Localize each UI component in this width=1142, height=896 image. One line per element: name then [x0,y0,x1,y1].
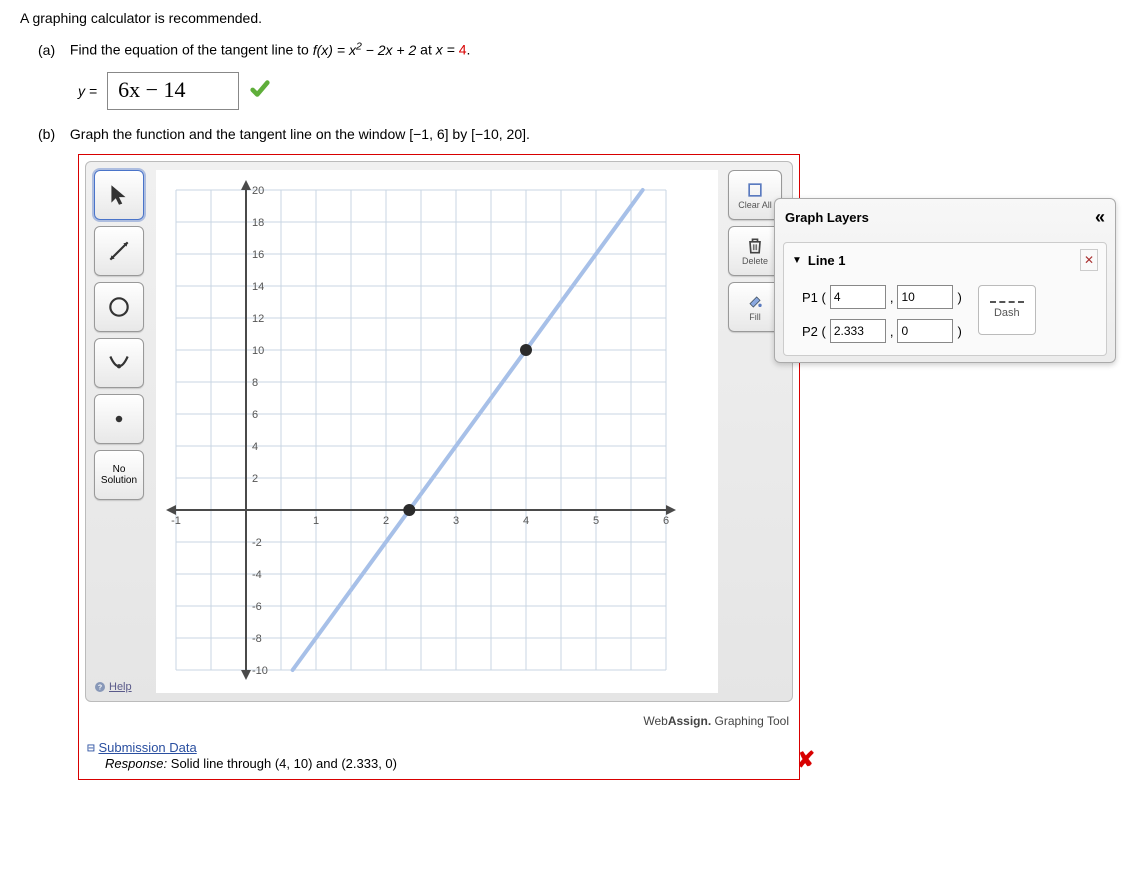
part-b-label: (b) [38,126,66,142]
svg-text:4: 4 [523,515,529,527]
svg-text:6: 6 [663,515,669,527]
svg-text:10: 10 [252,345,264,357]
svg-text:-2: -2 [252,537,262,549]
toggle-icon[interactable]: ⊟ [87,741,95,756]
svg-text:1: 1 [313,515,319,527]
svg-text:5: 5 [593,515,599,527]
answer-input[interactable]: 6x − 14 [107,72,239,110]
part-b-prompt: Graph the function and the tangent line … [70,126,530,142]
pointer-tool[interactable] [94,170,144,220]
p1-row: P1 ( , ) [802,285,962,309]
p1-y-input[interactable] [897,285,953,309]
circle-tool[interactable] [94,282,144,332]
svg-text:-1: -1 [171,515,181,527]
graph-canvas[interactable]: -1123456-10-8-6-4-22468101214161820 [156,170,718,693]
part-a: (a) Find the equation of the tangent lin… [38,40,1122,110]
incorrect-x-icon: ✘ [797,747,815,773]
layer-toggle[interactable]: ▼ Line 1 [792,253,845,268]
part-a-label: (a) [38,42,66,58]
p2-row: P2 ( , ) [802,319,962,343]
dash-style-button[interactable]: Dash [978,285,1036,335]
svg-text:-4: -4 [252,569,262,581]
svg-text:12: 12 [252,313,264,325]
svg-text:20: 20 [252,185,264,197]
svg-text:18: 18 [252,217,264,229]
part-a-prompt: Find the equation of the tangent line to… [70,42,471,58]
graph-layers-panel: Graph Layers « ▼ Line 1 ✕ P1 ( , ) [774,198,1116,363]
brand-footer: WebAssign. Graphing Tool [79,708,799,730]
graph-tool-container: No Solution ? Help -1123456-10-8-6-4-224… [78,154,800,780]
help-link[interactable]: ? Help [94,681,146,693]
layers-title: Graph Layers [785,210,869,225]
tool-column: No Solution ? Help [94,170,146,693]
correct-check-icon [249,78,271,103]
no-solution-button[interactable]: No Solution [94,450,144,500]
y-equals: y = [78,83,97,99]
p2-x-input[interactable] [830,319,886,343]
svg-text:14: 14 [252,281,264,293]
svg-text:6: 6 [252,409,258,421]
svg-text:-8: -8 [252,633,262,645]
p1-x-input[interactable] [830,285,886,309]
parabola-tool[interactable] [94,338,144,388]
svg-text:4: 4 [252,441,258,453]
svg-text:2: 2 [383,515,389,527]
submission-link[interactable]: Submission Data [98,740,196,755]
svg-text:16: 16 [252,249,264,261]
point-tool[interactable] [94,394,144,444]
collapse-icon[interactable]: « [1095,207,1105,228]
layer-close-button[interactable]: ✕ [1080,249,1098,271]
intro-text: A graphing calculator is recommended. [20,10,1122,26]
svg-text:-10: -10 [252,665,268,677]
chevron-down-icon: ▼ [792,255,802,266]
svg-text:-6: -6 [252,601,262,613]
svg-text:3: 3 [453,515,459,527]
svg-text:?: ? [98,684,102,691]
p2-y-input[interactable] [897,319,953,343]
submission-data: ⊟ Submission Data Response: Solid line t… [87,740,791,771]
svg-text:8: 8 [252,377,258,389]
svg-text:2: 2 [252,473,258,485]
line-tool[interactable] [94,226,144,276]
